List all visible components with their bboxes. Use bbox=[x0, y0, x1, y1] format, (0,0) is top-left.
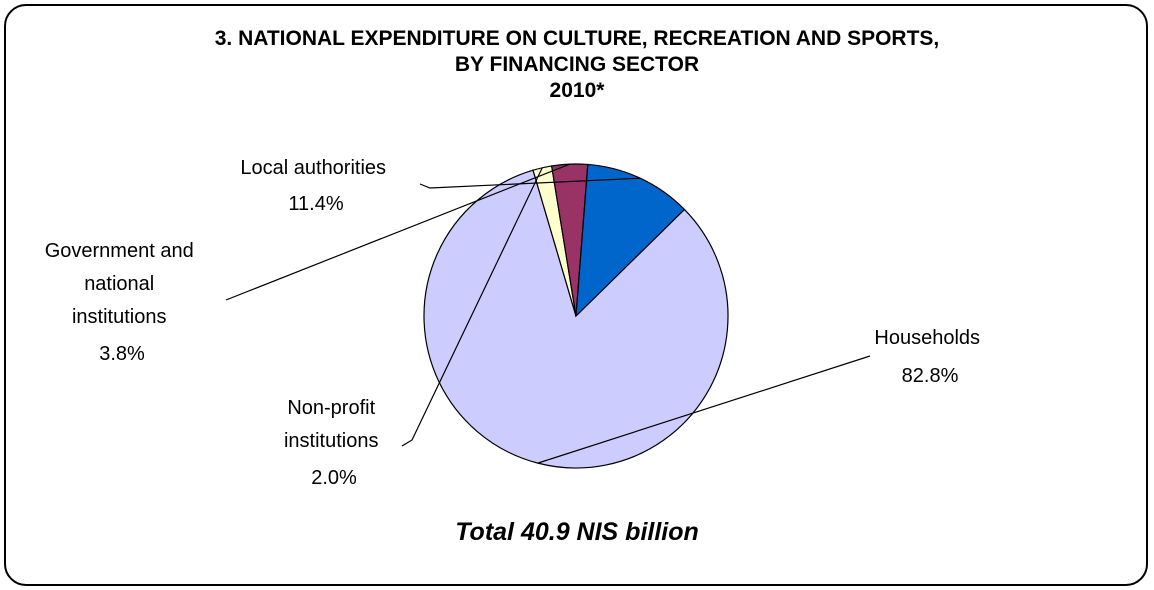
slice-label-non-profit: Non-profit institutions 2.0% bbox=[284, 397, 384, 489]
non-profit-label-line-1: Non-profit bbox=[287, 397, 375, 419]
non-profit-label-line-2: institutions bbox=[284, 430, 379, 452]
local-authorities-value-label: 11.4% bbox=[288, 193, 343, 215]
leader-line-households bbox=[537, 355, 871, 464]
government-label-line-3: institutions bbox=[72, 306, 167, 328]
chart-title-line-2: BY FINANCING SECTOR bbox=[454, 53, 700, 76]
local-authorities-label: Local authorities bbox=[240, 157, 386, 179]
slice-label-households: Households 82.8% bbox=[874, 327, 985, 387]
government-label-line-2: national bbox=[84, 273, 154, 295]
non-profit-value-label: 2.0% bbox=[311, 467, 357, 489]
chart-title: 3. NATIONAL EXPENDITURE ON CULTURE, RECR… bbox=[0, 26, 1154, 104]
households-label: Households bbox=[874, 327, 980, 349]
slice-label-local-authorities: Local authorities 11.4% bbox=[240, 157, 391, 215]
leader-line-local-authorities bbox=[419, 177, 641, 189]
slice-label-government: Government and national institutions 3.8… bbox=[45, 240, 200, 365]
chart-title-line-1: 3. NATIONAL EXPENDITURE ON CULTURE, RECR… bbox=[214, 27, 940, 50]
chart-title-line-3: 2010* bbox=[549, 79, 605, 102]
chart-total: Total 40.9 NIS billion bbox=[455, 518, 699, 546]
government-value-label: 3.8% bbox=[99, 343, 145, 365]
leader-line-government bbox=[225, 163, 570, 301]
households-value-label: 82.8% bbox=[902, 365, 959, 387]
leader-line-non-profit bbox=[401, 167, 543, 447]
government-label-line-1: Government and bbox=[45, 240, 194, 262]
